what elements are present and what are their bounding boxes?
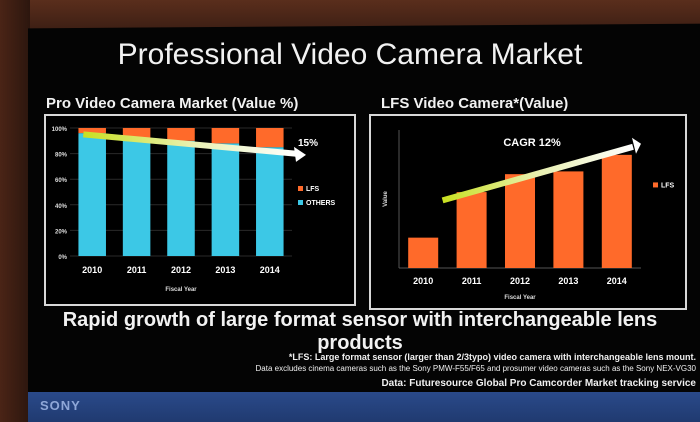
footnote-source: Data: Futuresource Global Pro Camcorder … (381, 378, 696, 389)
chart1-bar-lfs (256, 128, 284, 148)
chart2-bar (504, 174, 536, 268)
chart1-ytick-label: 40% (55, 204, 68, 210)
chart2-panel: 2010 2011 2012 2013 2014 Fiscal Year Value LFS C… (369, 114, 687, 310)
chart2-bar (456, 192, 487, 268)
chart2-plot: 2010 2011 2012 2013 2014 Fiscal Year Value LFS C… (371, 116, 685, 308)
slide-footer-bar: SONY (28, 392, 700, 422)
chart2-bar (553, 171, 584, 268)
chart1-ytick-label: 0% (58, 255, 67, 261)
chart2-bar (601, 154, 632, 268)
chart1-ytick-label: 100% (52, 127, 68, 133)
chart1-panel: 0% 20% 40% 60% 80% 100% 2010 2011 2012 2013 2014 Fi… (44, 114, 356, 306)
chart1-xlabel: Fiscal Year (165, 287, 197, 293)
chart1-title: Pro Video Camera Market (Value %) (46, 95, 299, 112)
chart1-bar-others (211, 143, 240, 256)
chart2-xlabel: Fiscal Year (504, 295, 536, 301)
chart2-title: LFS Video Camera*(Value) (381, 95, 569, 112)
chart2-xtick-label: 2010 (413, 276, 433, 286)
chart1-bar-lfs (211, 128, 240, 144)
chart1-xtick-label: 2010 (82, 265, 102, 275)
chart2-ylabel: Value (383, 191, 389, 207)
chart1-xtick-label: 2013 (215, 265, 235, 275)
chart2-bar (408, 237, 439, 268)
chart2-legend-label: LFS (661, 182, 675, 189)
chart1-bar-others (167, 140, 195, 256)
chart2-xtick-label: 2011 (462, 276, 482, 286)
chart2-trend-arrow (441, 143, 634, 204)
chart1-xtick-label: 2012 (171, 265, 191, 275)
chart2-xtick-label: 2014 (607, 276, 627, 286)
chart1-bar-lfs (122, 128, 151, 139)
chart1-legend-label: LFS (306, 186, 320, 193)
chart1-legend-swatch (298, 186, 303, 191)
room-wall-left (0, 0, 30, 422)
chart1-xtick-label: 2014 (260, 265, 280, 275)
slide-tagline: Rapid growth of large format sensor with… (62, 309, 658, 354)
chart1-xtick-label: 2011 (127, 265, 147, 275)
chart1-bar-others (256, 147, 284, 256)
chart1-legend-swatch (298, 200, 303, 205)
footnote-lfs: *LFS: Large format sensor (larger than 2… (288, 352, 696, 362)
chart2-trend-arrowhead (632, 137, 641, 154)
chart1-trend-arrowhead (294, 146, 306, 162)
slide-title: Professional Video Camera Market (117, 38, 583, 71)
chart1-bar-others (122, 138, 151, 256)
chart1-ytick-label: 60% (55, 178, 68, 184)
chart1-legend-label: OTHERS (306, 200, 336, 207)
chart2-legend-swatch (653, 182, 658, 188)
chart1-ytick-label: 20% (55, 229, 68, 235)
chart1-bar-lfs (78, 128, 106, 134)
chart2-xtick-label: 2012 (510, 276, 530, 286)
footnote-excludes: Data excludes cinema cameras such as the… (255, 364, 697, 373)
chart1-annotation: 15% (298, 138, 318, 149)
chart1-trend-arrow (83, 131, 299, 157)
chart1-ytick-label: 80% (55, 153, 68, 159)
chart1-bar-others (78, 133, 106, 256)
chart2-annotation: CAGR 12% (503, 137, 561, 149)
chart1-plot: 0% 20% 40% 60% 80% 100% 2010 2011 2012 2013 2014 Fi… (46, 116, 354, 304)
chart2-xtick-label: 2013 (558, 276, 578, 286)
brand-logo: SONY (40, 398, 81, 413)
chart1-bar-lfs (167, 128, 195, 141)
